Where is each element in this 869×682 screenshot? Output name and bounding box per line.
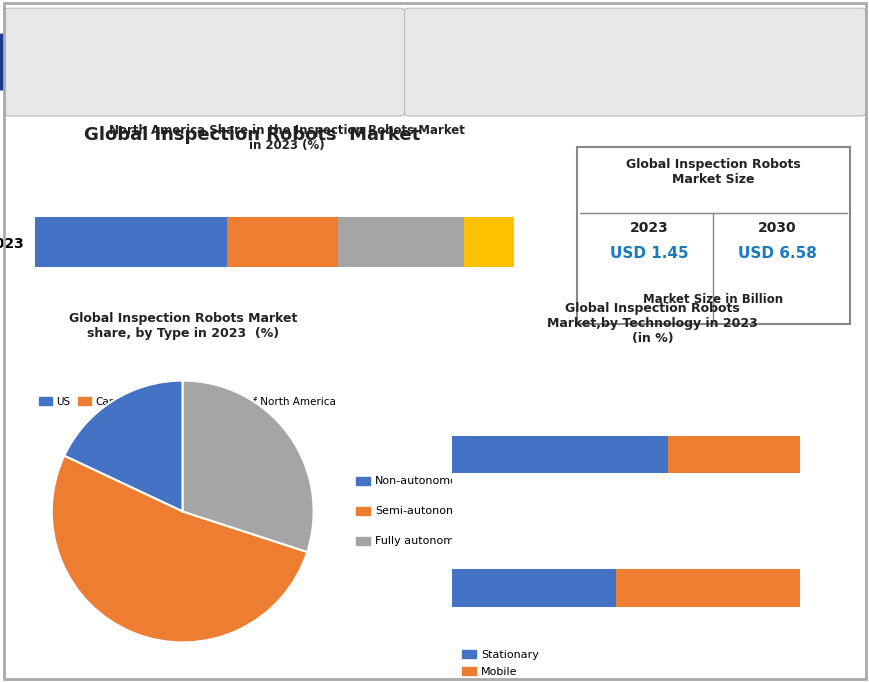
Wedge shape [64, 381, 182, 512]
Bar [463, 217, 514, 267]
FancyBboxPatch shape [576, 147, 849, 324]
Circle shape [0, 34, 282, 90]
Text: Global Inspection Robots
Market Size: Global Inspection Robots Market Size [626, 158, 799, 186]
Wedge shape [51, 456, 307, 642]
Circle shape [0, 36, 409, 88]
Bar [226, 217, 337, 267]
Text: 2023: 2023 [629, 220, 668, 235]
Title: Global Inspection Robots
Market,by Technology in 2023
(in %): Global Inspection Robots Market,by Techn… [547, 302, 757, 345]
Circle shape [298, 40, 673, 85]
Legend: Stationary, Mobile: Stationary, Mobile [457, 646, 543, 681]
Bar [452, 436, 667, 473]
Legend: Non-autonomous, Semi-autonomous, Fully autonomous: Non-autonomous, Semi-autonomous, Fully a… [352, 472, 481, 551]
Legend: US, Canada, Mexico, Rest of North America: US, Canada, Mexico, Rest of North Americ… [35, 392, 340, 411]
Text: USD 1.45: USD 1.45 [609, 246, 688, 261]
Text: North America Inspection Robots
Market accounted largest market
share in 2023: North America Inspection Robots Market a… [229, 44, 402, 76]
Text: 24.12 % CAGR: 24.12 % CAGR [571, 23, 682, 37]
Bar [337, 217, 463, 267]
Bar [667, 436, 799, 473]
Text: 2030: 2030 [757, 220, 796, 235]
Bar [615, 569, 799, 607]
Title: North America Share in the Inspection Robots Market
in 2023 (%): North America Share in the Inspection Ro… [109, 123, 465, 151]
Text: 🌍: 🌍 [36, 53, 49, 72]
Wedge shape [182, 381, 314, 552]
Text: Market Size in Billion: Market Size in Billion [642, 293, 783, 306]
Text: Global Inspection Robots Market
to grow at a CAGR of 24.12 %
during 2024-2030: Global Inspection Robots Market to grow … [571, 57, 740, 91]
Text: MMR: MMR [90, 48, 136, 66]
Text: USD 6.58: USD 6.58 [737, 246, 816, 261]
Text: ⚡: ⚡ [182, 53, 194, 71]
Text: Global Inspection Robots  Market: Global Inspection Robots Market [83, 125, 420, 144]
Text: 🔥: 🔥 [481, 53, 491, 71]
Title: Global Inspection Robots Market
share, by Type in 2023  (%): Global Inspection Robots Market share, b… [69, 312, 296, 340]
Bar [35, 217, 226, 267]
Bar [452, 569, 615, 607]
